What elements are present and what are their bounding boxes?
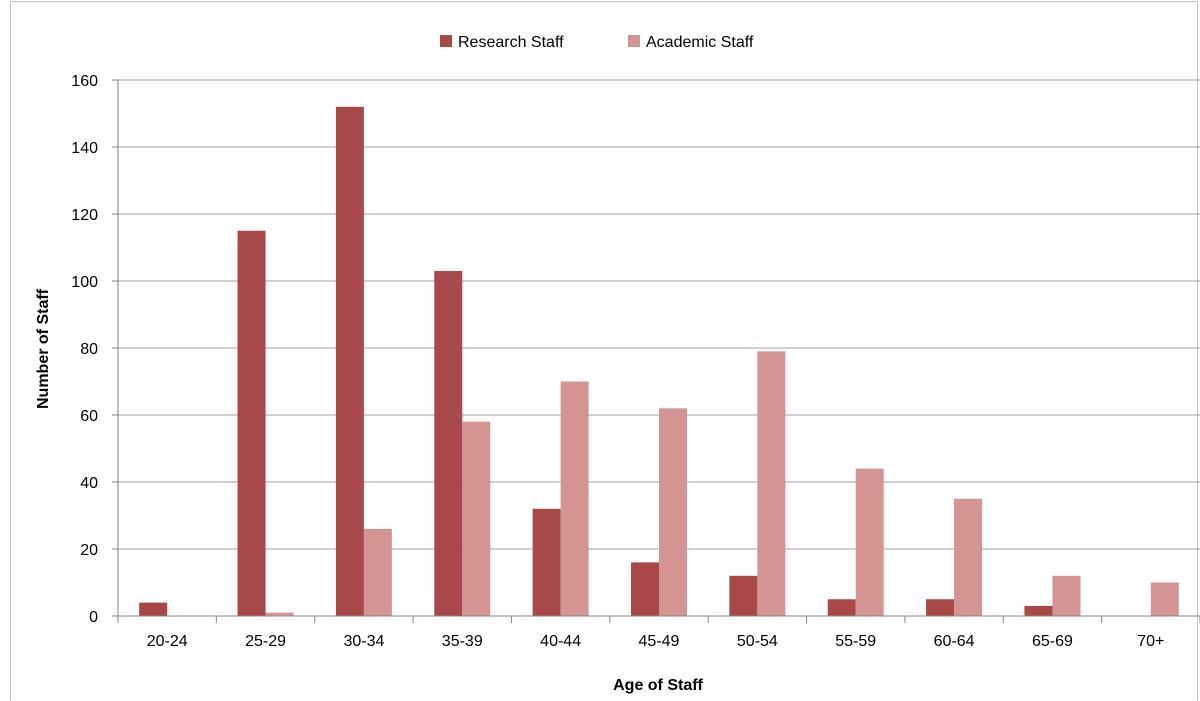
y-tick-label: 140 <box>71 140 98 157</box>
x-tick-label: 25-29 <box>245 633 286 650</box>
x-tick-label: 30-34 <box>343 633 384 650</box>
bar-academic-staff-45-49 <box>659 408 687 616</box>
x-tick-label: 65-69 <box>1032 633 1073 650</box>
x-tick-label: 45-49 <box>639 633 680 650</box>
bar-academic-staff-50-54 <box>757 351 786 616</box>
x-tick-label: 20-24 <box>147 633 188 650</box>
bar-research-staff-30-34 <box>335 106 364 617</box>
y-tick-label: 40 <box>80 475 98 492</box>
legend-label-academic-staff: Academic Staff <box>646 34 754 51</box>
x-tick-label: 50-54 <box>737 633 778 650</box>
bar-academic-staff-40-44 <box>560 381 589 616</box>
y-tick-label: 20 <box>80 542 98 559</box>
bars <box>139 106 1179 617</box>
bar-research-staff-55-59 <box>827 599 856 616</box>
y-tick-label: 80 <box>80 341 98 358</box>
y-axis-title: Number of Staff <box>35 288 52 409</box>
x-tick-label: 70+ <box>1137 633 1164 650</box>
bar-research-staff-25-29 <box>237 230 266 616</box>
bar-research-staff-65-69 <box>1024 605 1053 616</box>
bar-research-staff-50-54 <box>729 575 758 616</box>
bar-academic-staff-35-39 <box>462 421 491 616</box>
bar-academic-staff-25-29 <box>265 612 294 616</box>
bar-academic-staff-60-64 <box>954 498 983 616</box>
legend-swatch-research-staff <box>440 35 452 47</box>
legend-swatch-academic-staff <box>628 35 640 47</box>
x-tick-label: 40-44 <box>540 633 581 650</box>
bar-academic-staff-55-59 <box>855 468 884 616</box>
x-tick-label: 60-64 <box>934 633 975 650</box>
chart-frame <box>10 1 1198 700</box>
legend: Research Staff Academic Staff <box>440 34 754 51</box>
x-axis-title: Age of Staff <box>613 677 703 694</box>
gridlines <box>118 79 1200 550</box>
y-tick-label: 0 <box>89 609 98 626</box>
bar-academic-staff-30-34 <box>363 528 392 616</box>
bar-research-staff-45-49 <box>631 562 659 616</box>
x-tick-label: 55-59 <box>835 633 876 650</box>
axes <box>112 79 1200 623</box>
bar-research-staff-60-64 <box>926 599 955 616</box>
bar-research-staff-20-24 <box>139 602 168 616</box>
bar-research-staff-35-39 <box>434 270 463 616</box>
bar-academic-staff-65-69 <box>1052 575 1081 616</box>
bar-academic-staff-70 <box>1150 582 1179 616</box>
x-tick-label: 35-39 <box>442 633 483 650</box>
y-tick-label: 120 <box>71 207 98 224</box>
y-tick-label: 60 <box>80 408 98 425</box>
x-tick-labels: 20-24 25-29 30-34 35-39 40-44 45-49 50-54 55-59… <box>147 633 1165 650</box>
legend-label-research-staff: Research Staff <box>458 34 564 51</box>
y-tick-label: 100 <box>71 274 98 291</box>
y-tick-labels: 0 20 40 60 80 100 120 140 160 <box>71 73 98 626</box>
y-tick-label: 160 <box>71 73 98 90</box>
bar-research-staff-40-44 <box>532 508 561 616</box>
